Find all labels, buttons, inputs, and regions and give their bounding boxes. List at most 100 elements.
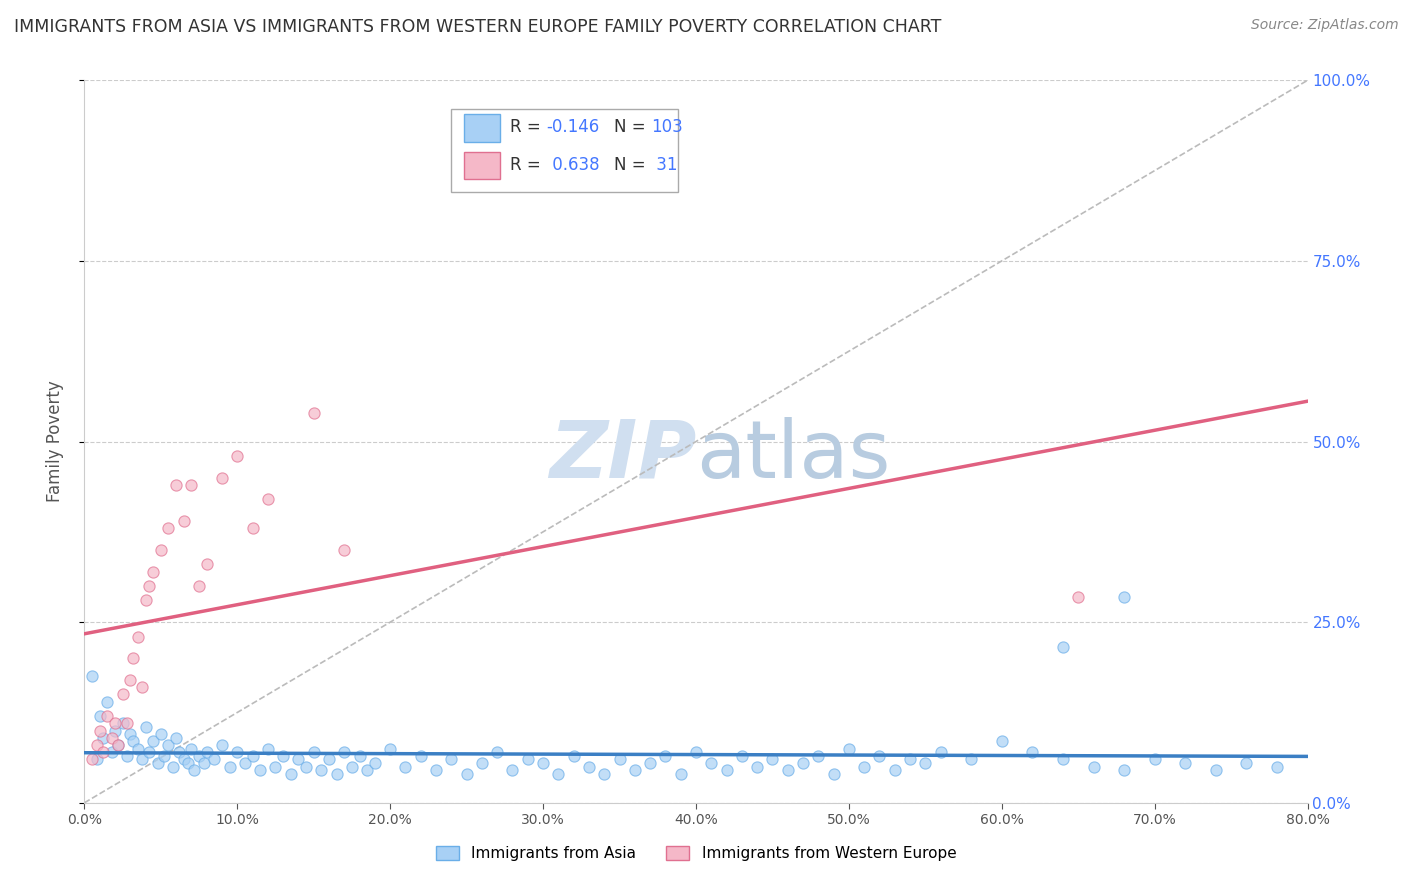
Point	[593, 767, 616, 781]
Point	[91, 745, 114, 759]
Point	[146, 756, 169, 770]
Point	[761, 752, 783, 766]
Point	[1114, 590, 1136, 604]
Point	[333, 745, 356, 759]
Point	[211, 738, 233, 752]
Point	[471, 756, 494, 770]
Point	[86, 738, 108, 752]
Point	[1174, 756, 1197, 770]
Text: Source: ZipAtlas.com: Source: ZipAtlas.com	[1251, 18, 1399, 32]
Point	[807, 748, 830, 763]
Point	[1265, 760, 1288, 774]
Point	[654, 748, 676, 763]
Point	[1114, 764, 1136, 778]
Point	[101, 745, 124, 759]
Text: 103: 103	[651, 119, 682, 136]
Point	[960, 752, 983, 766]
Point	[96, 695, 118, 709]
Point	[120, 673, 142, 687]
Point	[115, 748, 138, 763]
Point	[149, 727, 172, 741]
Point	[1052, 752, 1074, 766]
Point	[883, 764, 905, 778]
Point	[547, 767, 569, 781]
Text: R =: R =	[510, 119, 546, 136]
Point	[716, 764, 738, 778]
Point	[731, 748, 754, 763]
Point	[120, 727, 142, 741]
Point	[195, 745, 218, 759]
Point	[195, 558, 218, 572]
Point	[914, 756, 936, 770]
Point	[80, 669, 103, 683]
Point	[180, 741, 202, 756]
Point	[609, 752, 631, 766]
Point	[180, 478, 202, 492]
Point	[104, 716, 127, 731]
Point	[364, 756, 387, 770]
Point	[162, 760, 184, 774]
Point	[356, 764, 378, 778]
Point	[853, 760, 876, 774]
Point	[226, 449, 249, 463]
Point	[157, 521, 180, 535]
Point	[638, 756, 661, 770]
Point	[340, 760, 363, 774]
Point	[440, 752, 463, 766]
Point	[287, 752, 309, 766]
Point	[127, 630, 149, 644]
Point	[318, 752, 340, 766]
Text: -0.146: -0.146	[547, 119, 600, 136]
Point	[86, 752, 108, 766]
Text: 31: 31	[651, 156, 678, 174]
Text: atlas: atlas	[696, 417, 890, 495]
Point	[131, 680, 153, 694]
Point	[898, 752, 921, 766]
Point	[456, 767, 478, 781]
Point	[257, 741, 280, 756]
Point	[173, 752, 195, 766]
Point	[1236, 756, 1258, 770]
Legend: Immigrants from Asia, Immigrants from Western Europe: Immigrants from Asia, Immigrants from We…	[430, 840, 962, 867]
Point	[929, 745, 952, 759]
Point	[183, 764, 205, 778]
Text: ZIP: ZIP	[548, 417, 696, 495]
Point	[747, 760, 769, 774]
Point	[242, 748, 264, 763]
Point	[188, 748, 211, 763]
Point	[823, 767, 845, 781]
Point	[1143, 752, 1166, 766]
Point	[502, 764, 524, 778]
FancyBboxPatch shape	[464, 152, 501, 179]
Point	[135, 720, 157, 734]
Point	[486, 745, 509, 759]
Point	[409, 748, 432, 763]
Point	[242, 521, 264, 535]
Point	[516, 752, 538, 766]
Point	[280, 767, 302, 781]
Point	[1052, 640, 1074, 655]
Point	[135, 593, 157, 607]
Point	[249, 764, 271, 778]
Point	[111, 687, 134, 701]
Point	[991, 734, 1014, 748]
Text: IMMIGRANTS FROM ASIA VS IMMIGRANTS FROM WESTERN EUROPE FAMILY POVERTY CORRELATIO: IMMIGRANTS FROM ASIA VS IMMIGRANTS FROM …	[14, 18, 942, 36]
Point	[101, 731, 124, 745]
Point	[562, 748, 585, 763]
Point	[89, 723, 111, 738]
Point	[257, 492, 280, 507]
Point	[1021, 745, 1043, 759]
Point	[264, 760, 287, 774]
Text: R =: R =	[510, 156, 546, 174]
Point	[173, 514, 195, 528]
Text: 0.638: 0.638	[547, 156, 599, 174]
Point	[233, 756, 256, 770]
Point	[165, 731, 187, 745]
Point	[425, 764, 447, 778]
Text: N =: N =	[614, 119, 651, 136]
Point	[271, 748, 294, 763]
FancyBboxPatch shape	[464, 114, 501, 142]
Point	[394, 760, 416, 774]
FancyBboxPatch shape	[451, 109, 678, 193]
Point	[188, 579, 211, 593]
